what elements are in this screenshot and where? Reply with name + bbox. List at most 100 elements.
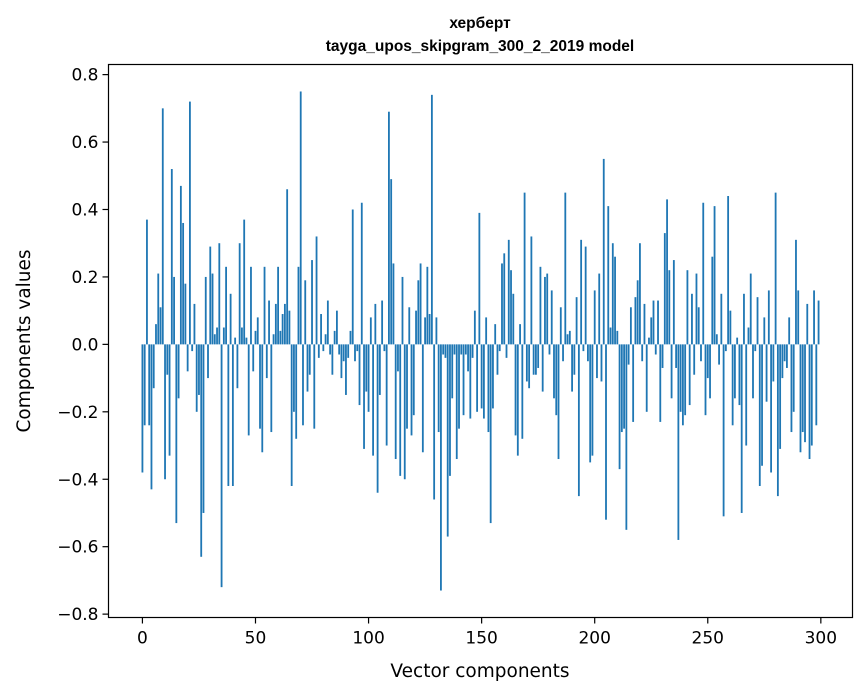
- bar: [598, 273, 601, 345]
- bar: [745, 344, 748, 446]
- bar: [815, 344, 818, 426]
- x-axis-ticks: 0 50 100 150 200 250 300: [137, 617, 837, 649]
- bar: [390, 179, 393, 345]
- bar: [440, 344, 442, 591]
- bar: [437, 344, 440, 433]
- bar: [243, 219, 246, 345]
- bar: [625, 344, 628, 530]
- bars-layer: [141, 91, 820, 591]
- bar: [684, 344, 687, 416]
- bar: [813, 290, 815, 345]
- bar: [765, 344, 768, 402]
- bar: [256, 317, 259, 345]
- bar: [322, 344, 325, 352]
- bar: [650, 317, 653, 345]
- bar: [525, 344, 528, 382]
- bar: [817, 300, 820, 345]
- bar: [378, 344, 381, 395]
- bar: [342, 344, 345, 362]
- bar: [557, 344, 560, 460]
- bar: [629, 307, 632, 345]
- bar: [311, 260, 313, 345]
- bar: [446, 344, 449, 537]
- y-tick-label: −0.2: [57, 403, 98, 423]
- bar: [455, 344, 458, 460]
- bar: [399, 344, 402, 476]
- bar: [354, 344, 356, 362]
- bar: [274, 303, 277, 345]
- x-tick-label: 150: [465, 629, 497, 649]
- bar: [340, 344, 343, 379]
- bar: [430, 94, 433, 345]
- bar: [388, 111, 390, 345]
- bar: [781, 344, 784, 379]
- bar: [505, 344, 508, 358]
- bar: [564, 192, 567, 345]
- bar: [496, 344, 499, 375]
- bar: [141, 344, 144, 473]
- bar: [302, 344, 304, 426]
- bar: [767, 290, 770, 345]
- bar: [365, 344, 368, 392]
- bar: [550, 290, 553, 345]
- bar: [672, 260, 675, 345]
- bar: [677, 344, 680, 540]
- bar: [761, 344, 763, 466]
- bar: [582, 344, 585, 352]
- bar: [541, 344, 544, 392]
- bar: [367, 344, 370, 412]
- bar: [372, 344, 374, 456]
- bar: [415, 310, 417, 345]
- bar: [795, 239, 797, 345]
- bar: [155, 324, 157, 345]
- y-tick-label: −0.6: [57, 538, 98, 558]
- bar: [648, 337, 650, 345]
- bar: [338, 344, 341, 355]
- bar: [616, 330, 619, 345]
- bar: [799, 344, 802, 453]
- y-tick-label: −0.8: [57, 605, 98, 625]
- bar: [143, 344, 146, 426]
- bar: [261, 344, 264, 453]
- y-tick-label: −0.4: [57, 470, 98, 490]
- bar: [191, 344, 194, 352]
- bar: [265, 344, 268, 379]
- bar: [544, 276, 546, 345]
- bar: [514, 344, 517, 436]
- bar: [272, 334, 275, 345]
- bar: [659, 344, 662, 422]
- bar: [229, 293, 232, 345]
- axes-frame: [107, 63, 854, 619]
- chart-subtitle: tayga_upos_skipgram_300_2_2019 model: [326, 38, 634, 55]
- bar: [521, 344, 524, 439]
- bar: [666, 199, 668, 345]
- y-tick-label: 0.0: [71, 335, 98, 355]
- bar: [512, 293, 515, 345]
- bar: [580, 239, 583, 345]
- bar: [293, 344, 295, 412]
- bar: [772, 344, 775, 382]
- bar: [410, 344, 413, 436]
- bar: [326, 300, 329, 345]
- bar: [297, 266, 300, 345]
- bar: [161, 108, 164, 345]
- bar: [146, 219, 148, 345]
- bar: [277, 266, 280, 345]
- bar: [424, 317, 426, 345]
- bar: [394, 344, 397, 460]
- bar: [444, 344, 447, 358]
- bar: [227, 344, 230, 486]
- bar: [403, 344, 406, 480]
- bar: [179, 185, 182, 345]
- bar: [170, 169, 173, 345]
- bar: [159, 307, 162, 345]
- bar: [593, 290, 596, 345]
- bar: [720, 293, 723, 345]
- bar: [198, 344, 200, 395]
- bar: [406, 344, 408, 429]
- bar: [702, 202, 705, 345]
- bar: [770, 344, 772, 473]
- bar: [654, 344, 657, 355]
- bar: [636, 280, 639, 345]
